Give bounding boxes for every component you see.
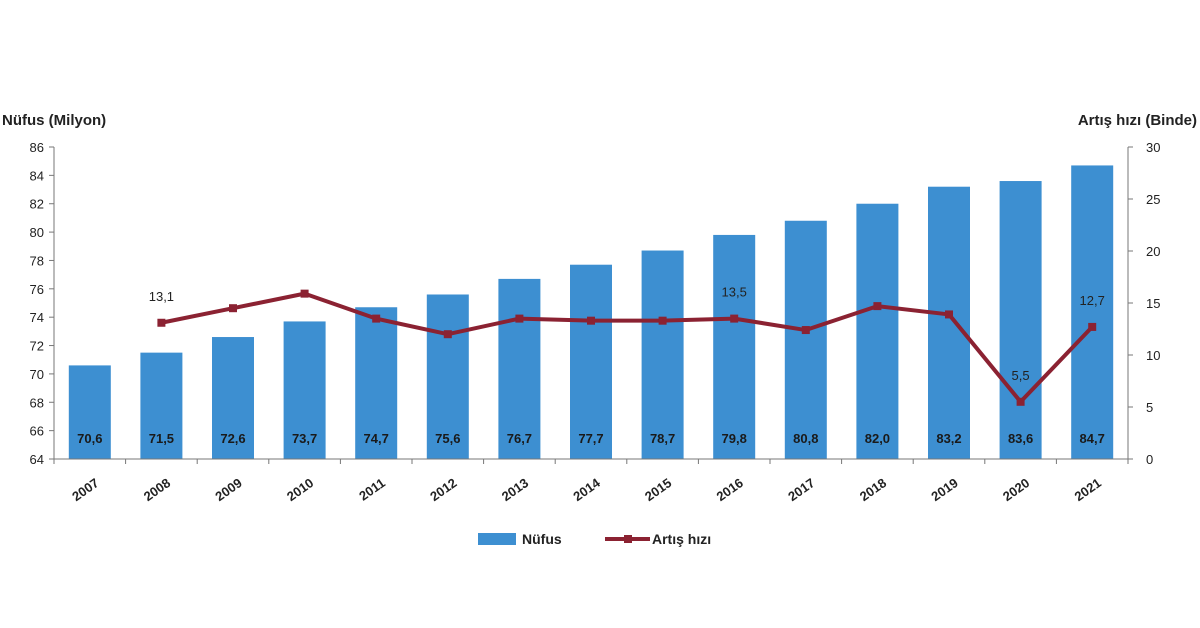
artis-hizi-point-2017: [801, 326, 810, 335]
bar-label-2014: 77,7: [578, 431, 603, 446]
bar-label-2008: 71,5: [149, 431, 174, 446]
left-tick-label-64: 64: [30, 452, 44, 467]
bar-label-2019: 83,2: [936, 431, 961, 446]
artis-hizi-point-2021: [1088, 322, 1097, 331]
x-tick-label-2014: 2014: [570, 475, 603, 504]
left-tick-label-82: 82: [30, 197, 44, 212]
bars-group: [68, 165, 1114, 459]
bar-2013: [498, 278, 541, 459]
bar-2020: [999, 181, 1042, 459]
artis-hizi-point-2018: [873, 302, 882, 311]
bar-2019: [928, 186, 970, 459]
artis-hizi-point-2016: [730, 314, 739, 323]
bar-2017: [784, 220, 827, 459]
legend-swatch-nufus: [478, 533, 516, 545]
x-tick-label-2018: 2018: [857, 475, 889, 504]
left-tick-label-80: 80: [30, 225, 44, 240]
line-label-2016: 13,5: [722, 285, 747, 300]
left-tick-label-86: 86: [30, 140, 44, 155]
bar-2014: [570, 264, 612, 459]
x-tick-label-2011: 2011: [356, 475, 388, 503]
x-tick-label-2016: 2016: [714, 475, 746, 504]
legend: Nüfus Artış hızı: [478, 531, 711, 547]
right-tick-label-5: 5: [1146, 400, 1153, 415]
artis-hizi-point-2013: [515, 314, 524, 323]
legend-label-nufus: Nüfus: [522, 531, 562, 547]
bar-2015: [641, 250, 684, 459]
bar-2007: [68, 365, 111, 459]
bar-label-2007: 70,6: [77, 431, 102, 446]
bar-label-2011: 74,7: [364, 431, 389, 446]
x-tick-label-2010: 2010: [284, 475, 316, 504]
left-tick-label-72: 72: [30, 339, 44, 354]
artis-hizi-point-2020: [1016, 397, 1025, 406]
artis-hizi-point-2012: [443, 330, 452, 339]
x-tick-label-2020: 2020: [1000, 475, 1032, 504]
line-label-2021: 12,7: [1080, 293, 1105, 308]
right-tick-label-30: 30: [1146, 140, 1160, 155]
x-tick-label-2013: 2013: [499, 475, 531, 504]
legend-swatch-artis-marker: [624, 535, 632, 543]
x-tick-label-2007: 2007: [69, 475, 101, 504]
x-tick-label-2008: 2008: [141, 475, 173, 504]
bar-2009: [212, 337, 254, 459]
left-tick-label-78: 78: [30, 253, 44, 268]
artis-hizi-point-2014: [587, 316, 595, 325]
artis-hizi-point-2010: [300, 289, 309, 298]
bar-labels-group: 70,6 71,5 72,6 73,7 74,7 75,6 76,7 77,7 78,7 79,8…: [77, 431, 1105, 446]
artis-hizi-point-2015: [658, 316, 667, 325]
bar-label-2018: 82,0: [865, 431, 890, 446]
bar-label-2020: 83,6: [1008, 431, 1033, 446]
x-tick-label-2015: 2015: [642, 475, 674, 504]
right-axis-title: Artış hızı (Binde): [1078, 112, 1197, 129]
line-series-group: 13,1 13,5 5,5 12,7: [149, 285, 1105, 406]
left-tick-label-68: 68: [30, 395, 44, 410]
left-tick-label-84: 84: [30, 168, 44, 183]
left-tick-label-76: 76: [30, 282, 44, 297]
left-tick-label-70: 70: [30, 367, 44, 382]
right-tick-label-25: 25: [1146, 192, 1160, 207]
left-tick-label-74: 74: [30, 310, 44, 325]
x-tick-label-2017: 2017: [785, 475, 817, 504]
bar-2016: [713, 234, 756, 459]
artis-hizi-point-2019: [945, 310, 953, 319]
bar-label-2016: 79,8: [722, 431, 747, 446]
left-axis-title: Nüfus (Milyon): [2, 112, 106, 129]
bar-2021: [1071, 165, 1114, 459]
bar-2018: [856, 203, 899, 459]
right-tick-label-0: 0: [1146, 452, 1153, 467]
right-tick-label-20: 20: [1146, 244, 1160, 259]
bar-label-2021: 84,7: [1080, 431, 1105, 446]
x-tick-label-2012: 2012: [427, 475, 459, 504]
x-tick-label-2019: 2019: [928, 475, 960, 504]
bar-2010: [283, 321, 326, 459]
x-tick-label-2021: 2021: [1072, 475, 1104, 504]
x-tick-label-2009: 2009: [212, 475, 244, 504]
bar-label-2015: 78,7: [650, 431, 675, 446]
right-tick-label-15: 15: [1146, 296, 1160, 311]
legend-label-artis: Artış hızı: [652, 531, 711, 547]
bar-label-2017: 80,8: [793, 431, 818, 446]
bar-2011: [355, 307, 398, 459]
right-tick-label-10: 10: [1146, 348, 1160, 363]
artis-hizi-point-2009: [229, 304, 237, 313]
bar-label-2009: 72,6: [220, 431, 245, 446]
bar-label-2013: 76,7: [507, 431, 532, 446]
artis-hizi-point-2008: [157, 318, 166, 327]
bar-label-2012: 75,6: [435, 431, 460, 446]
left-tick-label-66: 66: [30, 424, 44, 439]
artis-hizi-line: [161, 291, 1094, 404]
bar-2008: [140, 352, 183, 459]
line-label-2020: 5,5: [1012, 368, 1030, 383]
artis-hizi-point-2011: [372, 314, 381, 323]
line-label-2008: 13,1: [149, 289, 174, 304]
bar-label-2010: 73,7: [292, 431, 317, 446]
bar-2012: [426, 294, 469, 459]
